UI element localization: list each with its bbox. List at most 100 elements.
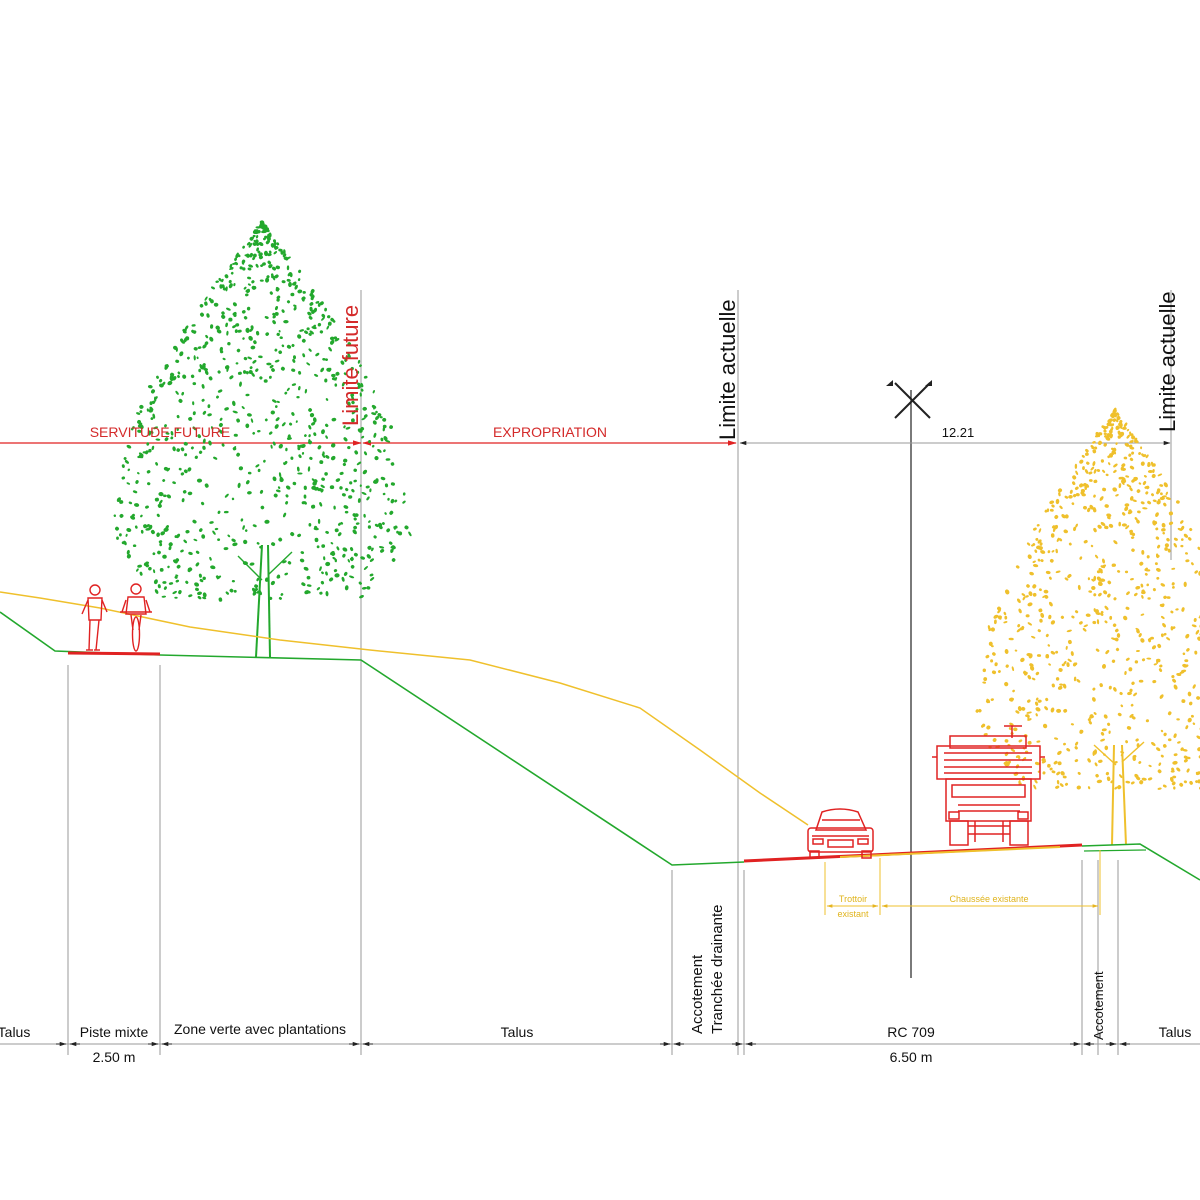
- leaf-mark: [245, 327, 250, 333]
- leaf-mark: [275, 417, 280, 422]
- leaf-mark: [248, 335, 253, 341]
- leaf-mark: [1073, 676, 1077, 682]
- leaf-mark: [190, 374, 195, 379]
- leaf-mark: [286, 265, 290, 271]
- leaf-mark: [1176, 767, 1181, 772]
- leaf-mark: [291, 383, 297, 386]
- leaf-mark: [251, 280, 255, 284]
- leaf-mark: [1131, 681, 1135, 685]
- leaf-mark: [242, 525, 245, 530]
- leaf-mark: [371, 404, 377, 409]
- leaf-mark: [188, 594, 193, 598]
- leaf-mark: [1150, 461, 1154, 467]
- leaf-mark: [148, 566, 152, 571]
- leaf-mark: [1115, 494, 1119, 497]
- leaf-mark: [1133, 439, 1139, 444]
- leaf-mark: [1094, 446, 1098, 450]
- leaf-mark: [1047, 550, 1051, 554]
- leaf-mark: [1162, 531, 1165, 535]
- leaf-mark: [1004, 615, 1008, 620]
- leaf-mark: [1129, 496, 1134, 501]
- leaf-mark: [1103, 590, 1108, 595]
- leaf-mark: [357, 384, 361, 390]
- leaf-mark: [1039, 618, 1043, 623]
- leaf-mark: [1141, 658, 1146, 662]
- leaf-mark: [174, 535, 178, 539]
- leaf-mark: [137, 564, 142, 568]
- zone-dim-piste-mixte: 2.50 m: [93, 1049, 136, 1065]
- leaf-mark: [126, 444, 132, 449]
- leaf-mark: [1101, 728, 1107, 732]
- leaf-mark: [1055, 650, 1059, 654]
- leaf-mark: [373, 432, 377, 438]
- leaf-mark: [356, 370, 360, 374]
- leaf-mark: [248, 242, 252, 248]
- leaf-mark: [249, 366, 253, 370]
- leaf-mark: [215, 280, 219, 283]
- leaf-mark: [245, 293, 249, 297]
- leaf-mark: [1036, 740, 1041, 743]
- leaf-mark: [1154, 520, 1158, 525]
- leaf-mark: [313, 432, 317, 437]
- leaf-mark: [272, 399, 277, 403]
- leaf-mark: [197, 595, 202, 600]
- leaf-mark: [325, 530, 329, 534]
- leaf-mark: [377, 448, 382, 453]
- leaf-mark: [204, 301, 208, 306]
- leaf-mark: [1130, 578, 1134, 581]
- leaf-mark: [1017, 755, 1021, 760]
- leaf-mark: [1122, 512, 1126, 516]
- leaf-mark: [1147, 500, 1152, 505]
- leaf-mark: [180, 447, 185, 452]
- leaf-mark: [292, 481, 297, 486]
- leaf-mark: [151, 445, 155, 451]
- leaf-mark: [119, 513, 124, 518]
- leaf-mark: [256, 247, 259, 252]
- leaf-mark: [301, 501, 307, 505]
- leaf-mark: [1157, 643, 1162, 649]
- leaf-mark: [980, 724, 984, 728]
- leaf-mark: [1184, 659, 1189, 663]
- leaf-mark: [1141, 777, 1147, 781]
- leaf-mark: [205, 334, 209, 339]
- leaf-mark: [188, 567, 193, 572]
- leaf-mark: [145, 505, 149, 509]
- leaf-mark: [1044, 706, 1048, 711]
- leaf-mark: [390, 549, 394, 553]
- leaf-mark: [1062, 775, 1067, 779]
- leaf-mark: [1035, 537, 1039, 541]
- leaf-mark: [291, 412, 295, 416]
- leaf-mark: [1151, 493, 1154, 497]
- leaf-mark: [1187, 717, 1192, 723]
- leaf-mark: [1144, 567, 1148, 571]
- leaf-mark: [1109, 615, 1113, 620]
- leaf-mark: [125, 533, 128, 537]
- leaf-mark: [1064, 782, 1069, 786]
- leaf-mark: [1111, 426, 1114, 430]
- leaf-mark: [1051, 550, 1055, 553]
- leaf-mark: [314, 537, 319, 543]
- leaf-mark: [322, 357, 326, 361]
- leaf-mark: [317, 518, 321, 524]
- leaf-mark: [1179, 782, 1184, 787]
- leaf-mark: [361, 435, 365, 439]
- leaf-mark: [1040, 550, 1046, 554]
- leaf-mark: [1187, 691, 1192, 697]
- leaf-mark: [124, 460, 129, 464]
- leaf-mark: [287, 272, 292, 277]
- leaf-mark: [1118, 483, 1122, 489]
- leaf-mark: [377, 522, 383, 528]
- leaf-mark: [351, 488, 355, 493]
- leaf-mark: [263, 250, 269, 257]
- leaf-mark: [290, 456, 294, 460]
- leaf-mark: [1141, 453, 1145, 458]
- leaf-mark: [1147, 462, 1151, 467]
- leaf-mark: [182, 374, 187, 379]
- leaf-mark: [1170, 610, 1174, 614]
- leaf-mark: [213, 302, 219, 307]
- leaf-mark: [167, 380, 173, 386]
- leaf-mark: [272, 320, 276, 325]
- leaf-mark: [272, 315, 276, 319]
- leaf-mark: [1032, 592, 1037, 597]
- leaf-mark: [1070, 651, 1074, 657]
